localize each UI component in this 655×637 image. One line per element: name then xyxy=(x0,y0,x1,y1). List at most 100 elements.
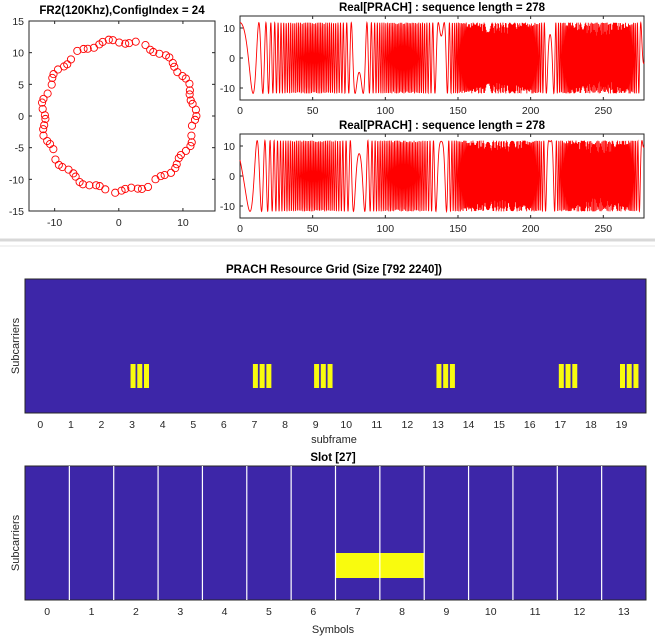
scatter-point xyxy=(53,65,63,74)
y-tick-label: 10 xyxy=(12,48,24,60)
x-tick-label: 13 xyxy=(432,419,444,431)
resource-grid-ticks: 0 1 2 3 4 5 6 7 8 9 10 11 12 13 14 15 16 17 18 19 xyxy=(37,419,627,431)
slot-grid-xlabel: Symbols xyxy=(312,624,355,636)
slot-grid-plot: Slot [27] 0 1 2 3 4 5 6 7 8 9 10 11 12 13 Symbols Sub… xyxy=(10,452,647,636)
x-tick-label: 12 xyxy=(574,606,586,618)
scatter-point xyxy=(89,43,98,52)
x-tick-label: 11 xyxy=(371,419,382,431)
scatter-point xyxy=(186,141,195,151)
scatter-point xyxy=(165,53,174,62)
slot-grid-ticks: 0 1 2 3 4 5 6 7 8 9 10 11 12 13 xyxy=(44,606,630,618)
x-tick-label: 250 xyxy=(595,223,613,235)
constellation-title: FR2(120Khz),ConfigIndex = 24 xyxy=(39,5,205,17)
scatter-point xyxy=(181,74,190,83)
waveform-bottom-series xyxy=(239,139,645,214)
x-tick-label: 10 xyxy=(340,419,352,431)
x-tick-label: 17 xyxy=(555,419,567,431)
x-tick-label: 150 xyxy=(449,105,467,117)
resource-grid-plot: PRACH Resource Grid (Size [792 2240]) 0 1… xyxy=(10,264,647,446)
x-tick-label: 1 xyxy=(89,606,95,618)
scatter-point xyxy=(54,160,63,169)
scatter-point xyxy=(121,184,130,193)
scatter-point xyxy=(101,185,110,194)
active-prach-cell xyxy=(252,364,258,388)
x-tick-label: 4 xyxy=(160,419,166,431)
scatter-point xyxy=(75,177,84,187)
x-tick-label: 150 xyxy=(449,223,467,235)
scatter-point xyxy=(156,172,165,181)
x-tick-label: 50 xyxy=(307,105,319,117)
scatter-point xyxy=(155,49,164,58)
x-tick-label: 16 xyxy=(524,419,536,431)
x-tick-label: 1 xyxy=(68,419,74,431)
scatter-point xyxy=(73,46,82,55)
x-tick-label: 3 xyxy=(129,419,135,431)
active-prach-cell xyxy=(619,364,625,388)
y-tick-label: -15 xyxy=(9,206,24,218)
y-tick-label: 10 xyxy=(223,141,235,153)
scatter-point xyxy=(181,146,190,155)
y-tick-label: -5 xyxy=(15,143,24,155)
scatter-point xyxy=(40,121,49,130)
scatter-point xyxy=(137,184,147,193)
scatter-point xyxy=(104,35,113,44)
y-tick-label: 0 xyxy=(229,171,235,183)
x-tick-label: 11 xyxy=(530,606,541,618)
x-tick-label: 250 xyxy=(595,105,613,117)
x-tick-label: 100 xyxy=(377,223,395,235)
waveform-plot-bottom: Real[PRACH] : sequence length = 278 0 50 1… xyxy=(220,120,645,235)
x-tick-label: 19 xyxy=(616,419,628,431)
constellation-ticks: -10 0 10 15 10 5 0 -5 -10 -15 xyxy=(9,16,215,229)
scatter-point xyxy=(41,114,50,124)
x-tick-label: 9 xyxy=(443,606,449,618)
x-tick-label: 13 xyxy=(618,606,630,618)
x-tick-label: 8 xyxy=(282,419,288,431)
active-prach-cell xyxy=(436,364,442,388)
x-tick-label: 200 xyxy=(522,223,540,235)
x-tick-label: -10 xyxy=(47,217,62,229)
window-separator xyxy=(0,238,655,260)
x-tick-label: 4 xyxy=(222,606,228,618)
x-tick-label: 100 xyxy=(377,105,395,117)
scatter-point xyxy=(43,136,52,146)
x-tick-label: 7 xyxy=(252,419,258,431)
active-prach-cell xyxy=(443,364,449,388)
active-prach-cell xyxy=(259,364,265,388)
scatter-point xyxy=(40,111,49,120)
scatter-point xyxy=(187,138,196,147)
scatter-point xyxy=(69,169,78,178)
active-symbol-cell xyxy=(379,553,425,578)
active-prach-cell xyxy=(626,364,632,388)
x-tick-label: 2 xyxy=(99,419,105,431)
scatter-point xyxy=(48,73,57,82)
x-tick-label: 200 xyxy=(522,105,540,117)
resource-grid-title: PRACH Resource Grid (Size [792 2240]) xyxy=(226,264,442,276)
scatter-point xyxy=(121,39,130,48)
active-prach-cell xyxy=(314,364,320,388)
x-tick-label: 18 xyxy=(585,419,597,431)
scatter-point xyxy=(38,98,47,107)
slot-grid-active-cells xyxy=(335,553,425,578)
scatter-point xyxy=(192,111,201,121)
constellation-plot: FR2(120Khz),ConfigIndex = 24 -10 0 10 15 10 5… xyxy=(9,5,216,229)
x-tick-label: 50 xyxy=(307,223,319,235)
active-prach-cell xyxy=(266,364,272,388)
x-tick-label: 6 xyxy=(310,606,316,618)
x-tick-label: 5 xyxy=(190,419,196,431)
x-tick-label: 6 xyxy=(221,419,227,431)
scatter-point xyxy=(47,80,56,89)
active-prach-cell xyxy=(130,364,136,388)
scatter-point xyxy=(117,186,126,195)
active-symbol-cell xyxy=(335,553,380,578)
x-tick-label: 10 xyxy=(485,606,497,618)
y-tick-label: 0 xyxy=(229,53,235,65)
y-tick-label: 15 xyxy=(12,16,24,28)
scatter-point xyxy=(190,115,200,124)
y-tick-label: -10 xyxy=(9,174,24,186)
constellation-axes xyxy=(28,20,216,212)
x-tick-label: 10 xyxy=(177,217,189,229)
slot-grid-ylabel: Subcarriers xyxy=(10,514,22,571)
active-prach-cell xyxy=(449,364,455,388)
scatter-point xyxy=(127,183,136,192)
